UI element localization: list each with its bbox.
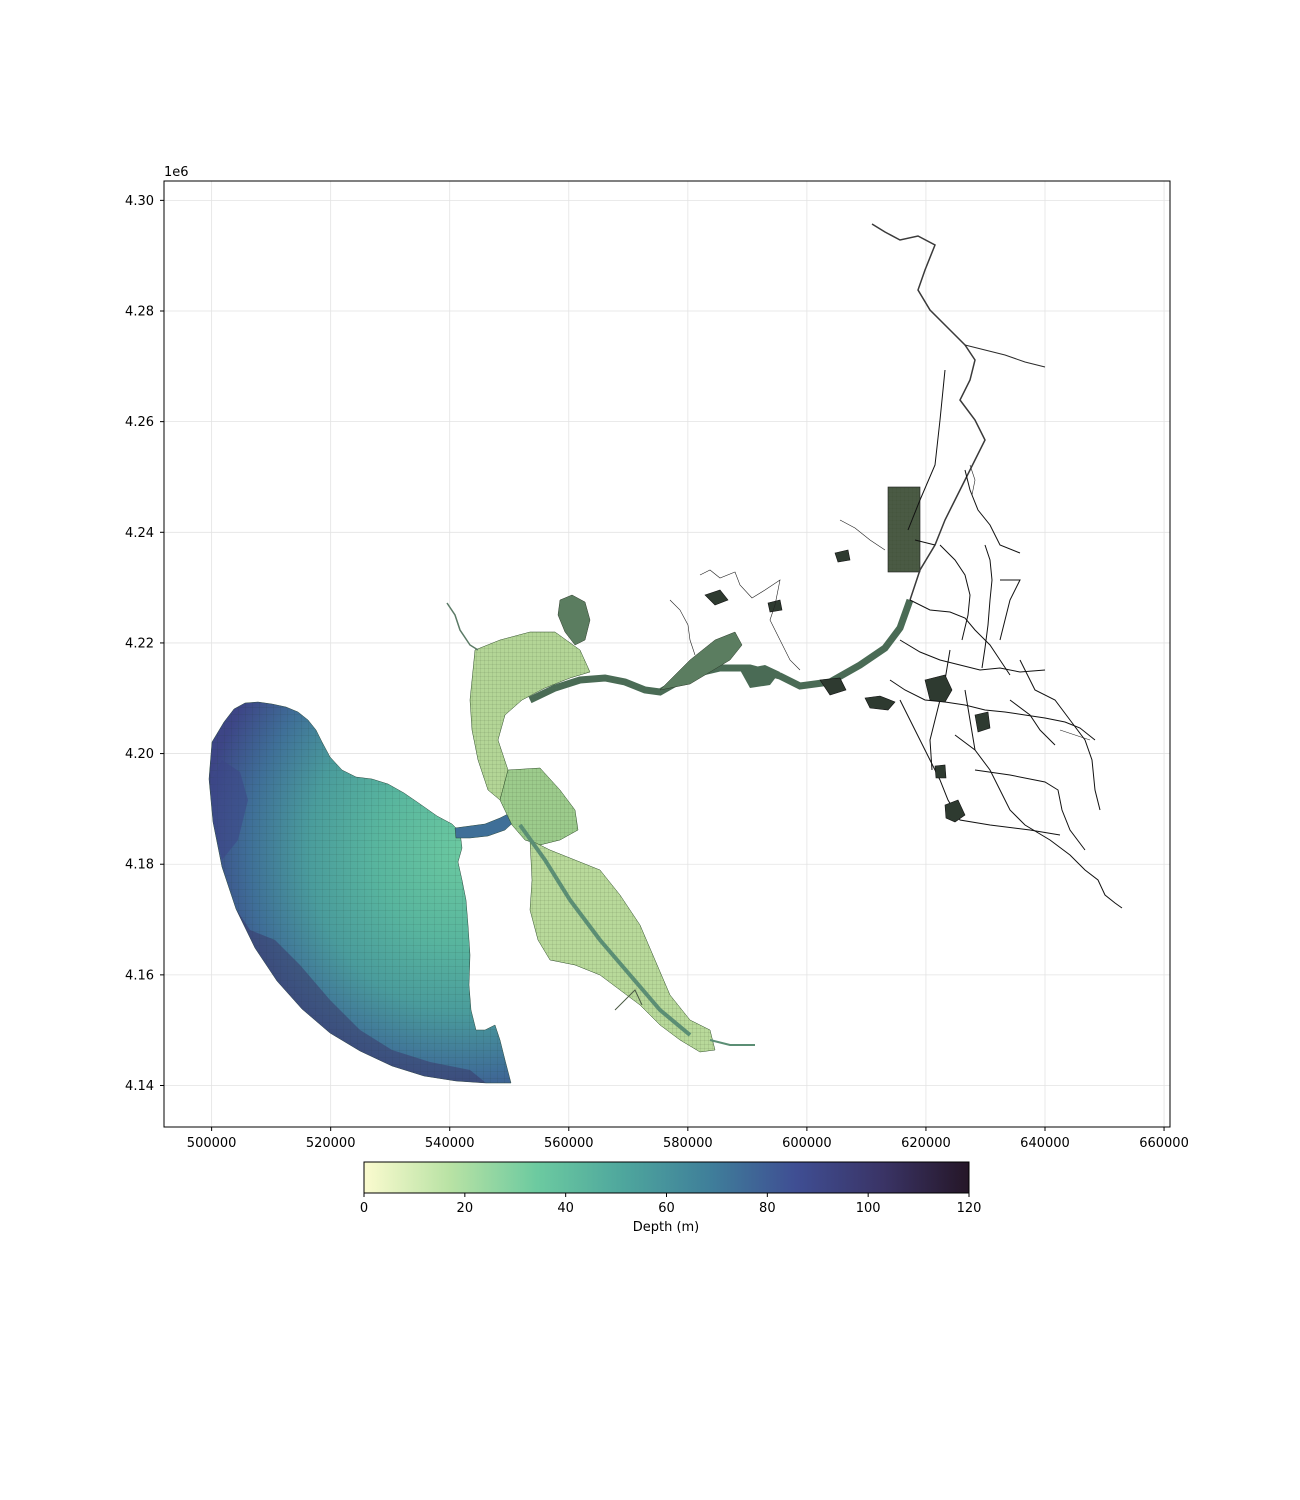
x-tick-label: 560000 xyxy=(544,1136,594,1151)
colorbar-tick-label: 120 xyxy=(957,1201,982,1216)
x-tick-label: 500000 xyxy=(187,1136,237,1151)
delta-channel-network xyxy=(889,469,1123,909)
san-pablo-bay-mesh xyxy=(470,632,590,800)
colorbar-tick-label: 20 xyxy=(457,1201,474,1216)
y-tick-label: 4.14 xyxy=(125,1079,154,1094)
colorbar xyxy=(363,1161,970,1194)
south-bay-channel xyxy=(518,823,692,1037)
y-offset-label: 1e6 xyxy=(164,165,189,180)
south-bay-tail xyxy=(709,1039,755,1046)
map-geometry xyxy=(208,223,1123,1084)
deep-water-patch xyxy=(212,760,248,860)
south-bay-mesh xyxy=(530,840,715,1052)
x-tick-label: 540000 xyxy=(425,1136,475,1151)
sacramento-river-north xyxy=(871,223,986,601)
sacramento-ship-channel xyxy=(907,369,946,531)
delta-islands-dark xyxy=(704,549,991,823)
x-tick-label: 600000 xyxy=(782,1136,832,1151)
axes: 500000 520000 540000 560000 580000 600000 6200… xyxy=(125,194,1189,1151)
x-tick-label: 520000 xyxy=(306,1136,356,1151)
colorbar-tick-label: 40 xyxy=(557,1201,574,1216)
x-tick-label: 640000 xyxy=(1020,1136,1070,1151)
napa-river xyxy=(446,602,479,651)
x-tick-label: 660000 xyxy=(1139,1136,1189,1151)
feather-river xyxy=(964,344,1046,368)
colorbar-tick-label: 60 xyxy=(658,1201,675,1216)
plot-frame xyxy=(163,180,1171,1128)
x-tick-label: 580000 xyxy=(663,1136,713,1151)
colorbar-ticks: 0 20 40 60 80 100 120 xyxy=(360,1193,982,1216)
suisun-bay xyxy=(659,631,743,691)
colorbar-label: Depth (m) xyxy=(633,1220,700,1235)
yolo-bypass-grid xyxy=(888,487,920,572)
x-tick-label: 620000 xyxy=(901,1136,951,1151)
coyote-creek xyxy=(614,989,643,1011)
central-bay-mesh xyxy=(500,768,578,845)
colorbar-tick-label: 0 xyxy=(360,1201,368,1216)
deep-water-patch-south xyxy=(236,909,486,1083)
small-tributaries xyxy=(669,464,1091,741)
ocean-mesh-lines xyxy=(209,702,511,1083)
y-tick-label: 4.18 xyxy=(125,858,154,873)
colorbar-tick-label: 80 xyxy=(759,1201,776,1216)
carquinez-strait xyxy=(528,598,914,704)
colorbar-tick-label: 100 xyxy=(856,1201,881,1216)
y-tick-label: 4.22 xyxy=(125,636,154,651)
y-tick-label: 4.26 xyxy=(125,415,154,430)
y-tick-label: 4.30 xyxy=(125,194,154,209)
suisun-marsh xyxy=(740,665,780,688)
y-tick-label: 4.28 xyxy=(125,305,154,320)
y-tick-label: 4.24 xyxy=(125,526,154,541)
petaluma-river xyxy=(557,594,591,646)
y-tick-label: 4.16 xyxy=(125,968,154,983)
y-tick-label: 4.20 xyxy=(125,747,154,762)
